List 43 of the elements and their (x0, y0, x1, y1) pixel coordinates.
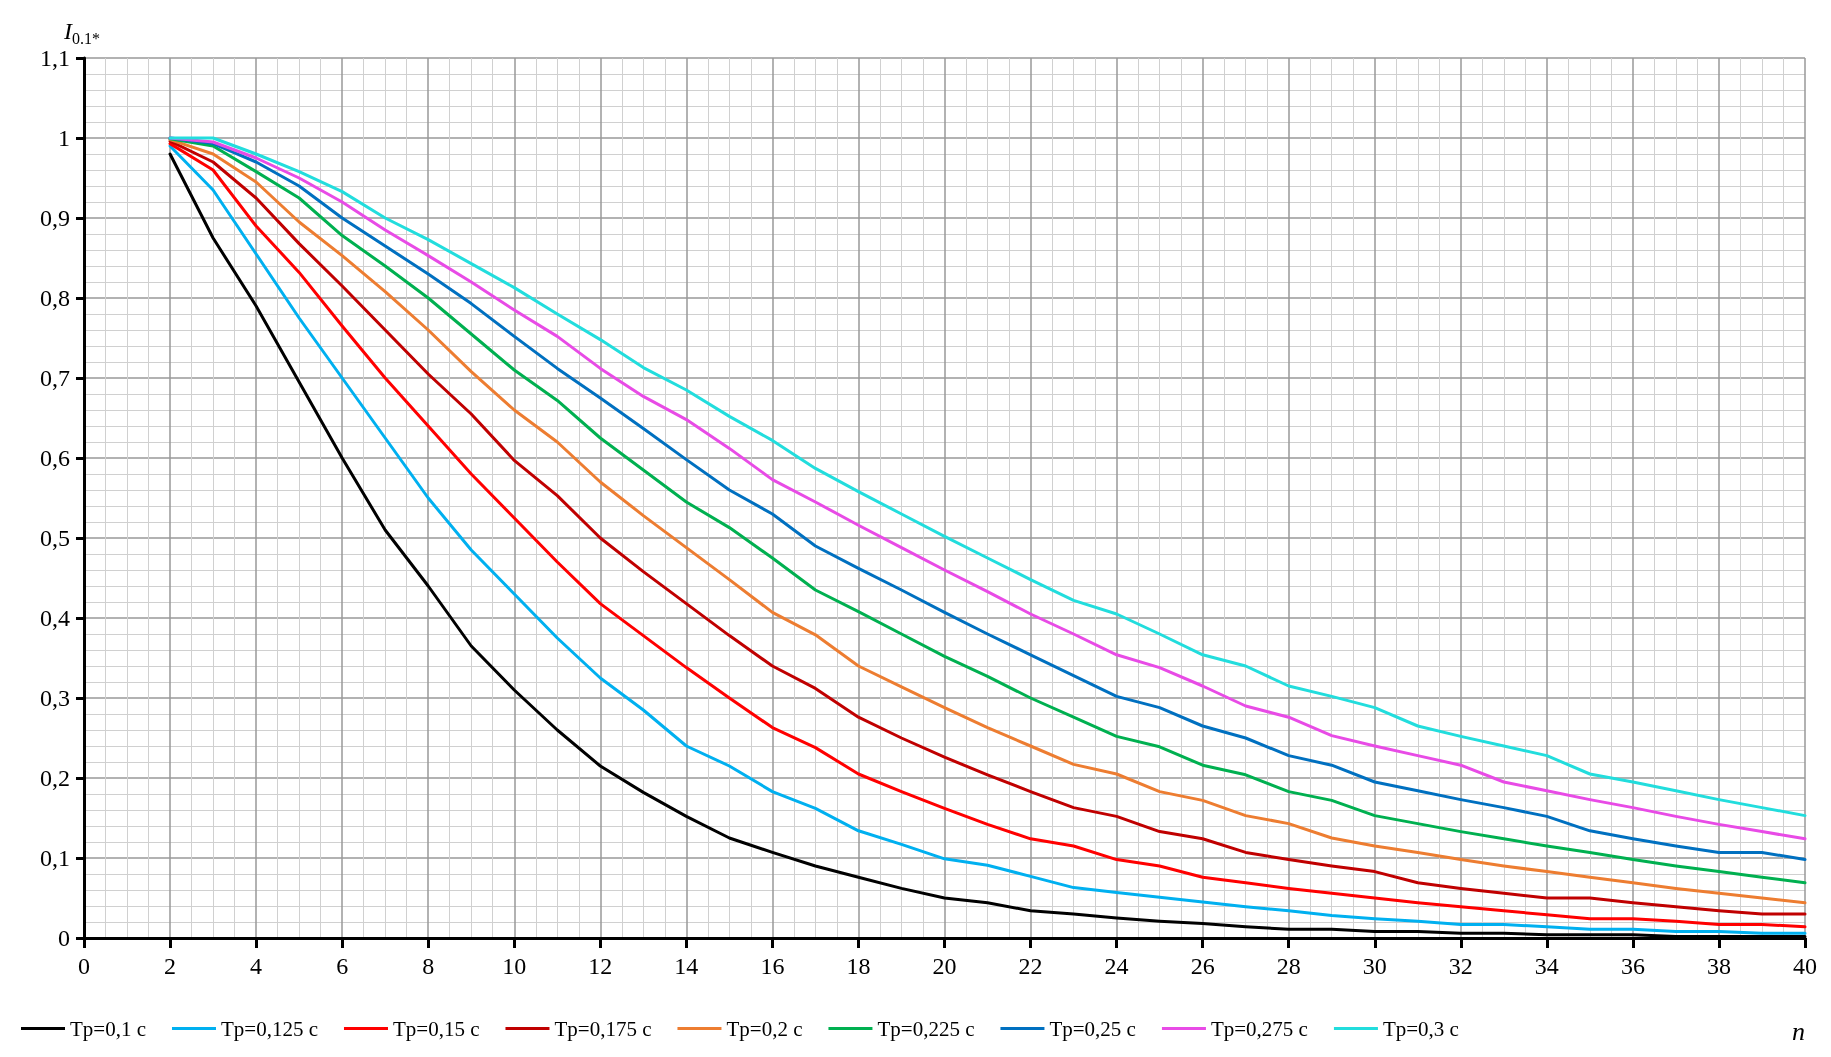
legend-label: Tp=0,225 c (877, 1016, 975, 1041)
legend-label: Tp=0,3 c (1382, 1016, 1459, 1041)
y-tick-label: 1,1 (40, 45, 70, 71)
legend-label: Tp=0,25 c (1049, 1016, 1136, 1041)
x-tick-label: 40 (1793, 953, 1817, 979)
legend-label: Tp=0,15 c (392, 1016, 480, 1041)
y-tick-label: 0,1 (40, 845, 70, 871)
x-tick-label: 30 (1362, 953, 1387, 979)
x-tick-label: 22 (1018, 953, 1043, 979)
y-tick-label: 0,7 (40, 365, 70, 391)
x-tick-label: 12 (588, 953, 613, 979)
x-axis-title: n (1792, 1016, 1805, 1046)
x-tick-label: 18 (846, 953, 871, 979)
legend-label: Tp=0,2 c (726, 1016, 803, 1041)
y-tick-label: 0,8 (40, 285, 70, 311)
y-tick-label: 0,4 (40, 605, 70, 631)
y-tick-label: 0,6 (40, 445, 70, 471)
y-tick-label: 0,9 (40, 205, 70, 231)
x-tick-label: 24 (1104, 953, 1129, 979)
x-tick-label: 10 (502, 953, 527, 979)
x-tick-label: 2 (164, 953, 177, 979)
legend-label: Tp=0,1 c (70, 1016, 146, 1041)
x-tick-label: 0 (78, 953, 90, 979)
y-tick-label: 0 (58, 925, 70, 951)
x-tick-label: 32 (1448, 953, 1473, 979)
y-tick-label: 0,5 (40, 525, 70, 551)
y-tick-label: 1 (58, 125, 70, 151)
y-tick-label: 0,2 (40, 765, 70, 791)
x-tick-label: 38 (1706, 953, 1731, 979)
x-tick-label: 4 (250, 953, 263, 979)
x-tick-label: 8 (422, 953, 435, 979)
x-tick-label: 14 (674, 953, 699, 979)
x-tick-label: 26 (1190, 953, 1215, 979)
legend-label: Tp=0,125 c (220, 1016, 318, 1041)
x-tick-label: 34 (1534, 953, 1559, 979)
legend-label: Tp=0,275 c (1210, 1016, 1308, 1041)
x-tick-label: 6 (336, 953, 349, 979)
x-tick-label: 16 (760, 953, 785, 979)
legend-label: Tp=0,175 c (554, 1016, 652, 1041)
x-tick-label: 28 (1276, 953, 1301, 979)
y-tick-label: 0,3 (40, 685, 70, 711)
x-tick-label: 20 (932, 953, 957, 979)
x-tick-label: 36 (1620, 953, 1645, 979)
